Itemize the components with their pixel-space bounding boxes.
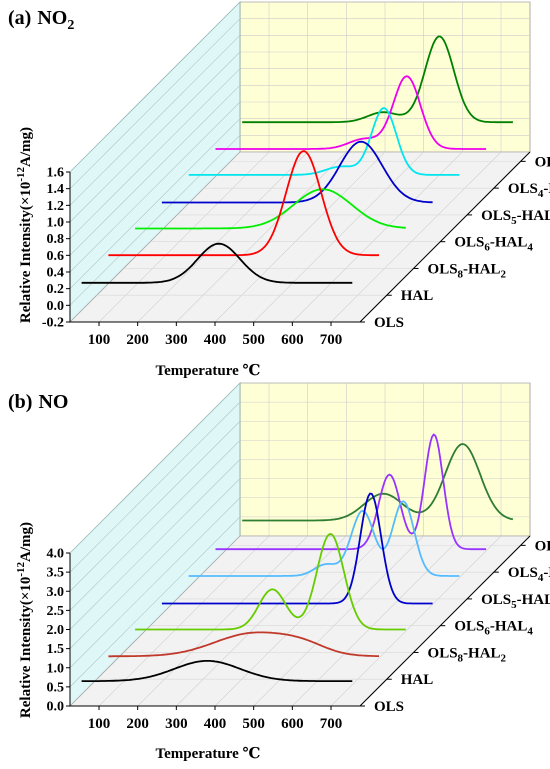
series-line-HAL [108,631,379,658]
x-tick-label: 100 [88,716,111,732]
series-line-OLS6-HAL4 [161,492,433,605]
y-tick-label: 1.0 [47,216,65,231]
series-group [81,35,513,284]
y-tick-label: 4.0 [47,547,65,562]
series-label: OLS5​-HAL5​ [481,592,550,611]
y-tick-label: 1.0 [47,661,65,676]
x-tick-label: 500 [242,332,265,348]
series-line-OLS [81,242,353,284]
x-axis: 100 200 300 400 500 600 700 [70,705,360,732]
y-tick-label: 2.5 [47,604,65,619]
x-tick-label: 400 [204,332,227,348]
y-tick-label: 0.0 [47,700,65,715]
x-tick-label: 600 [281,332,304,348]
series-label: OLS6​-HAL4​ [454,619,533,638]
y-tick-label: 0.5 [47,680,65,695]
series-label: OLS8​-HAL2​ [428,645,507,664]
side-wall [69,382,241,707]
back-wall-grid [239,1,531,153]
series-label: OLS8​-HAL2​ [428,261,507,280]
x-axis-label: Temperature ℃ [155,363,260,379]
y-tick-label: 0.6 [47,249,65,264]
panel-title: (a) NO2 [8,7,74,33]
series-line-OLS2-HAL8 [242,443,514,522]
x-tick-label: 600 [281,716,304,732]
series-line-OLS [81,660,353,682]
series-line-OLS4-HAL6 [215,433,487,551]
y-tick-label: 1.2 [47,199,65,214]
side-wall [69,1,241,323]
series-labels: OLS HAL OLS8​-HAL2​ OLS6​-HAL4​ OLS5​-HAL5​ O… [359,151,550,331]
y-axis: -0.2 0.0 0.20.4 0.6 0.81.0 1.2 1.41.6 [42,166,71,331]
back-wall-grid [239,382,531,537]
title-sub: 2 [67,18,74,33]
series-label: OLS [374,699,404,715]
series-label: OLS4​-HAL6​ [508,565,550,584]
y-tick-label: 0.2 [47,282,65,297]
series-line-OLS5-HAL5 [188,500,460,577]
y-label-post: A/mg) [18,522,34,562]
x-tick-label: 300 [165,332,188,348]
title-main: NO [37,7,67,29]
y-axis-label: Relative Intensity(×10-12A/mg) [15,127,34,323]
series-line-OLS8-HAL2 [135,188,406,230]
panel-title: (b) NO [8,391,68,413]
y-tick-label: 1.4 [47,182,65,197]
x-tick-label: 300 [165,716,188,732]
y-axis: 0.0 0.5 1.0 1.5 2.0 2.5 3.0 3.5 4.0 [47,547,71,715]
series-line-HAL [108,150,379,257]
series-label: OLS4​-HAL6​ [508,181,550,200]
series-line-OLS8-HAL2 [135,533,406,631]
x-tick-label: 400 [204,716,227,732]
title-main: NO [38,391,68,413]
y-tick-label: 3.5 [47,566,65,581]
x-tick-label: 100 [88,332,111,348]
series-label: OLS2​-HAL8​ [535,154,550,173]
y-axis-label: Relative Intensity(×10-12A/mg) [15,522,34,718]
y-label-pre: Relative Intensity(×10 [18,577,34,718]
series-line-OLS2-HAL8 [242,35,513,124]
series-label: OLS [374,315,404,331]
x-axis-label: Temperature ℃ [155,746,260,762]
series-line-OLS5-HAL5 [188,107,460,176]
y-tick-label: 0.8 [47,232,65,247]
panel-label: (a) [8,7,31,29]
series-labels: OLS HAL OLS8​-HAL2​ OLS6​-HAL4​ OLS5​-HAL5​ O… [359,535,550,715]
y-tick-label: 0.0 [47,299,65,314]
series-group [81,433,514,682]
y-label-pre: Relative Intensity(×10 [18,182,34,323]
x-tick-label: 200 [126,716,149,732]
series-label: HAL [401,288,434,304]
y-label-sup: -12 [15,166,27,181]
series-label: OLS5​-HAL5​ [481,208,550,227]
series-label: HAL [401,672,434,688]
panel-label: (b) [8,391,32,413]
y-tick-label: 1.6 [47,166,65,181]
series-label: OLS6​-HAL4​ [454,235,533,254]
x-axis: 100 200 300 400 500 600 700 [70,321,360,348]
y-tick-label: 0.4 [47,266,65,281]
panel-no2: -0.2 0.0 0.20.4 0.6 0.81.0 1.2 1.41.6 100 200 30… [8,1,550,379]
y-label-post: A/mg) [18,127,34,167]
y-tick-label: 1.5 [47,642,65,657]
x-tick-label: 200 [126,332,149,348]
series-label: OLS2​-HAL8​ [535,538,550,557]
panel-no: 0.0 0.5 1.0 1.5 2.0 2.5 3.0 3.5 4.0 100 200 300 400… [8,382,550,762]
series-line-OLS4-HAL6 [215,75,487,150]
x-tick-label: 500 [242,716,265,732]
y-tick-label: 2.0 [47,623,65,638]
y-tick-label: 3.0 [47,585,65,600]
y-tick-label: -0.2 [42,316,64,331]
y-label-sup: -12 [15,561,27,576]
x-tick-label: 700 [320,332,343,348]
x-tick-label: 700 [320,716,343,732]
